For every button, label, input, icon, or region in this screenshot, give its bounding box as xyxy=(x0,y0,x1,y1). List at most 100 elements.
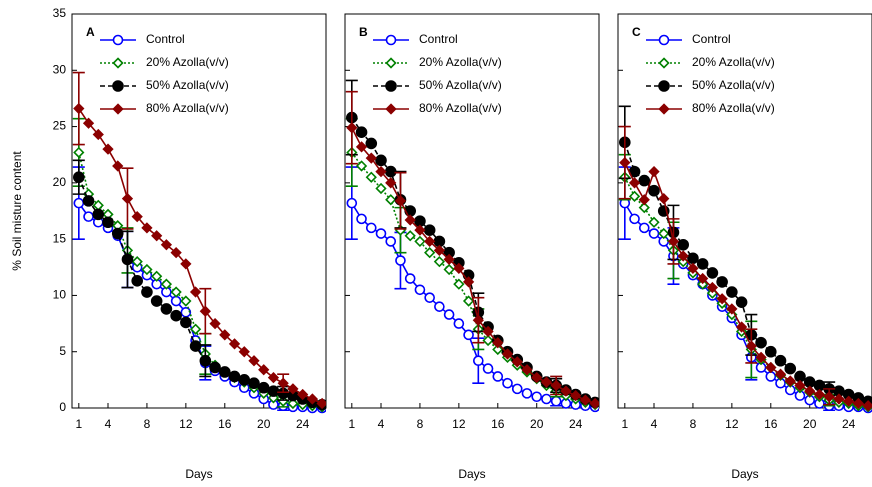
y-tick-label: 25 xyxy=(53,119,67,133)
legend-label: Control xyxy=(692,32,731,46)
marker xyxy=(150,295,163,307)
plot-series xyxy=(618,105,872,414)
marker xyxy=(424,235,436,248)
marker xyxy=(687,252,699,265)
plot-frame xyxy=(617,13,872,409)
marker xyxy=(395,255,406,266)
marker xyxy=(238,346,250,358)
y-tick-label: 0 xyxy=(59,400,66,414)
marker xyxy=(570,389,582,402)
marker xyxy=(121,253,134,266)
marker xyxy=(355,160,368,172)
marker xyxy=(531,391,543,403)
marker xyxy=(375,182,387,195)
marker xyxy=(141,286,153,298)
marker xyxy=(677,250,689,262)
marker xyxy=(823,391,835,403)
marker xyxy=(667,235,680,248)
marker xyxy=(755,336,767,349)
marker xyxy=(365,152,377,164)
marker xyxy=(648,216,660,228)
marker xyxy=(716,293,728,305)
plot-series xyxy=(345,79,599,413)
marker xyxy=(550,379,562,392)
marker xyxy=(433,256,446,268)
marker xyxy=(102,216,114,229)
marker xyxy=(560,385,572,397)
x-tick-label: 16 xyxy=(491,417,505,431)
marker xyxy=(843,395,855,407)
x-tick-label: 20 xyxy=(530,417,544,431)
marker xyxy=(160,303,173,315)
marker xyxy=(784,375,796,387)
marker xyxy=(257,381,270,394)
y-tick-label: 20 xyxy=(53,175,67,189)
marker xyxy=(258,364,270,376)
legend-label: 80% Azolla(v/v) xyxy=(419,101,502,115)
legend-label: 20% Azolla(v/v) xyxy=(419,55,502,69)
marker xyxy=(228,370,241,383)
marker xyxy=(813,388,826,401)
marker xyxy=(473,355,484,367)
marker xyxy=(375,228,387,239)
x-tick-label: 4 xyxy=(378,417,385,431)
marker xyxy=(189,286,202,298)
marker xyxy=(160,239,173,251)
marker xyxy=(765,371,777,382)
marker xyxy=(112,160,124,172)
marker xyxy=(209,317,221,330)
marker xyxy=(784,362,797,375)
panel-label: C xyxy=(632,25,641,39)
marker xyxy=(111,227,124,240)
legend-marker xyxy=(112,57,124,69)
legend-marker xyxy=(385,57,397,69)
marker xyxy=(453,318,465,329)
marker xyxy=(346,122,358,134)
marker xyxy=(306,393,319,405)
marker xyxy=(189,340,202,352)
marker xyxy=(385,194,397,206)
x-tick-label: 16 xyxy=(218,417,232,431)
x-tick-label: 4 xyxy=(105,417,112,431)
marker xyxy=(131,274,144,287)
marker xyxy=(765,361,777,374)
marker xyxy=(365,137,378,150)
marker xyxy=(384,165,397,178)
marker xyxy=(443,309,455,320)
marker xyxy=(180,258,192,270)
marker xyxy=(151,270,163,282)
marker xyxy=(199,305,211,317)
marker xyxy=(735,296,748,308)
y-tick-label: 5 xyxy=(59,344,66,358)
marker xyxy=(92,128,104,141)
x-tick-label: 1 xyxy=(621,417,628,431)
marker xyxy=(189,323,202,335)
marker xyxy=(170,247,182,259)
marker xyxy=(82,117,95,129)
marker xyxy=(501,348,514,360)
panel-label: B xyxy=(359,25,368,39)
legend-marker xyxy=(658,103,670,115)
marker xyxy=(219,329,231,341)
legend-label: 80% Azolla(v/v) xyxy=(146,101,229,115)
marker xyxy=(745,340,757,352)
marker xyxy=(638,194,650,206)
marker xyxy=(433,244,446,257)
marker xyxy=(82,195,95,207)
x-tick-label: 16 xyxy=(764,417,778,431)
marker xyxy=(511,356,523,368)
legend-label: Control xyxy=(419,32,458,46)
plot-frame xyxy=(71,13,327,409)
marker xyxy=(92,208,105,221)
x-tick-label: 20 xyxy=(803,417,817,431)
marker xyxy=(180,316,192,329)
x-tick-label: 24 xyxy=(842,417,856,431)
marker xyxy=(365,171,377,183)
marker xyxy=(696,258,709,270)
panel-label: A xyxy=(86,25,95,39)
marker xyxy=(170,295,182,307)
marker xyxy=(228,338,241,350)
plot-series xyxy=(72,71,326,414)
marker xyxy=(521,364,533,376)
